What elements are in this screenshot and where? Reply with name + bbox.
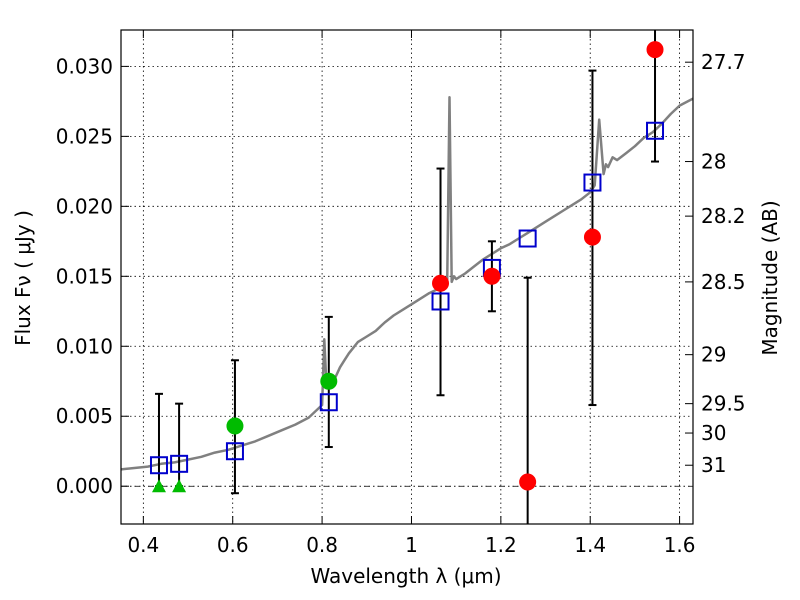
model-photometry-square (149, 456, 168, 475)
detection-point-red (519, 473, 537, 491)
y-tick-label: 0.020 (56, 194, 113, 218)
tick-labels: 0.4 0.6 0.8 1 1.2 1.4 1.6 0.000 0.005 0.010 0.015 0… (56, 50, 746, 557)
model-photometry-square (225, 442, 244, 461)
detection-point-red (583, 228, 601, 246)
right-tick-label: 27.7 (701, 50, 746, 74)
model-photometry-square (646, 121, 665, 140)
y-tick-label: 0.010 (56, 334, 113, 358)
x-tick-label: 0.6 (217, 533, 249, 557)
detection-point-green (226, 417, 244, 435)
right-tick-label: 28 (701, 150, 726, 174)
y-axis-right-label: Magnitude (AB) (758, 200, 782, 355)
right-tick-label: 29.5 (701, 392, 746, 416)
upper-limit-triangle (172, 479, 187, 493)
model-photometry-square (583, 173, 602, 192)
y-tick-label: 0.025 (56, 124, 113, 148)
x-tick-label: 1 (405, 533, 418, 557)
y-tick-label: 0.030 (56, 54, 113, 78)
y-tick-label: 0.000 (56, 474, 113, 498)
y-tick-label: 0.015 (56, 264, 113, 288)
plot-frame (120, 29, 694, 525)
x-tick-label: 0.8 (306, 533, 338, 557)
model-photometry-square (170, 454, 189, 473)
model-photometry-square (319, 393, 338, 412)
y-tick-label: 0.005 (56, 404, 113, 428)
detection-point-green (320, 372, 338, 390)
y-axis-label: Flux Fν ( μJy ) (11, 210, 35, 346)
model-photometry-square (518, 229, 537, 248)
detection-point-red (432, 274, 450, 292)
right-tick-label: 29 (701, 343, 726, 367)
model-photometry-square (431, 292, 450, 311)
upper-limit-triangle (151, 479, 166, 493)
x-axis-label: Wavelength λ (μm) (310, 564, 501, 588)
right-tick-label: 28.2 (701, 204, 746, 228)
right-tick-label: 31 (701, 453, 726, 477)
detection-point-red (483, 267, 501, 285)
x-tick-label: 0.4 (127, 533, 159, 557)
detection-point-red (646, 41, 664, 59)
x-tick-label: 1.6 (664, 533, 696, 557)
ticks (121, 30, 693, 524)
right-tick-label: 28.5 (701, 270, 746, 294)
right-tick-label: 30 (701, 421, 726, 445)
markers (149, 41, 665, 493)
x-tick-label: 1.2 (485, 533, 517, 557)
x-tick-label: 1.4 (574, 533, 606, 557)
